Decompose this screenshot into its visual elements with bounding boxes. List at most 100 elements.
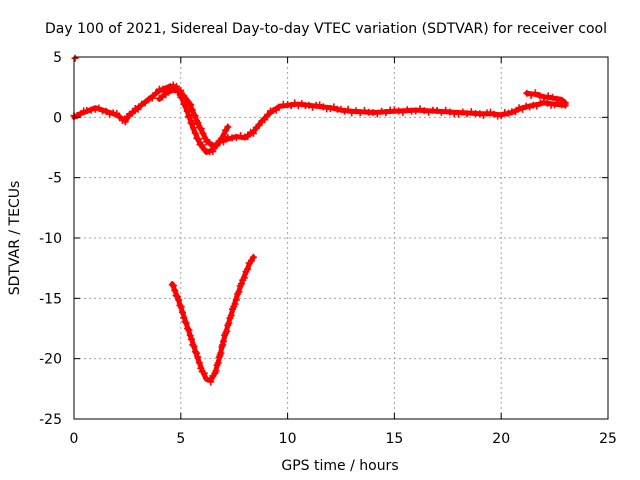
- data-point: [360, 106, 368, 114]
- data-point: [176, 301, 184, 309]
- data-point: [540, 94, 548, 102]
- data-point: [173, 293, 181, 301]
- data-point: [195, 359, 203, 367]
- data-point: [188, 106, 196, 114]
- data-point: [403, 106, 411, 114]
- x-tick-label: 0: [70, 431, 79, 447]
- data-point: [172, 292, 180, 300]
- data-point: [184, 325, 192, 333]
- x-tick-label: 5: [176, 431, 185, 447]
- data-point: [224, 123, 232, 131]
- data-point: [227, 312, 235, 320]
- y-axis-label: SDTVAR / TECUs: [7, 181, 23, 296]
- data-point: [348, 109, 356, 117]
- data-point: [184, 113, 192, 121]
- data-point: [194, 353, 202, 361]
- data-point: [190, 111, 198, 119]
- data-point: [344, 105, 352, 113]
- data-point: [232, 296, 240, 304]
- data-point: [237, 280, 245, 288]
- data-point: [186, 114, 194, 122]
- data-point: [467, 108, 475, 116]
- data-point: [531, 89, 539, 97]
- data-point: [206, 138, 214, 146]
- data-point: [194, 135, 202, 143]
- data-point: [177, 86, 185, 94]
- data-point: [330, 103, 338, 111]
- data-point: [247, 257, 255, 265]
- data-point: [341, 107, 349, 115]
- data-point: [189, 341, 197, 349]
- data-point: [548, 93, 556, 101]
- data-point: [145, 95, 153, 103]
- data-point: [352, 107, 360, 115]
- data-point: [220, 132, 228, 140]
- y-tick-label: -25: [39, 412, 62, 428]
- data-point: [536, 92, 544, 100]
- data-point: [197, 364, 205, 372]
- data-point: [185, 100, 193, 108]
- data-point: [287, 102, 295, 110]
- data-point: [183, 107, 191, 115]
- y-tick-label: -5: [48, 171, 62, 187]
- x-tick-label: 10: [279, 431, 297, 447]
- data-point: [141, 99, 149, 107]
- data-point: [551, 101, 559, 109]
- data-point: [116, 113, 124, 121]
- data-point: [162, 91, 170, 99]
- data-point: [433, 107, 441, 114]
- data-point: [182, 319, 190, 327]
- data-point: [244, 133, 252, 141]
- data-point: [180, 92, 188, 100]
- data-point: [533, 102, 541, 110]
- data-point: [264, 111, 272, 119]
- data-point: [134, 105, 142, 113]
- y-axis-ticks: -25 -20 -15 -10 -5 0 5: [39, 50, 608, 428]
- data-point: [261, 116, 269, 124]
- y-tick-label: -20: [39, 352, 62, 368]
- data-point: [487, 108, 495, 116]
- data-point: [73, 112, 81, 120]
- data-point: [337, 105, 345, 113]
- data-point: [187, 119, 195, 127]
- data-point: [198, 141, 206, 149]
- data-point: [185, 326, 193, 334]
- data-point: [102, 107, 110, 115]
- data-point: [71, 54, 79, 62]
- data-point: [497, 112, 505, 120]
- data-point: [479, 111, 487, 119]
- data-point: [298, 100, 306, 108]
- data-point: [138, 100, 146, 108]
- data-point: [186, 331, 194, 339]
- data-point: [235, 288, 243, 296]
- data-point: [171, 287, 179, 295]
- data-point: [519, 105, 527, 113]
- x-tick-label: 15: [385, 431, 403, 447]
- data-point: [446, 108, 454, 116]
- data-point: [249, 129, 257, 137]
- data-point: [356, 109, 364, 117]
- data-point: [561, 99, 569, 107]
- series-secondary-trace-2: [523, 89, 569, 107]
- data-point: [219, 341, 227, 349]
- data-point: [168, 281, 176, 289]
- data-point: [511, 108, 519, 116]
- data-point: [284, 100, 292, 108]
- data-point: [240, 274, 248, 282]
- data-point: [536, 99, 544, 107]
- data-point: [490, 110, 498, 118]
- chart-title: Day 100 of 2021, Sidereal Day-to-day VTE…: [45, 21, 607, 37]
- data-point: [128, 109, 136, 117]
- data-point: [191, 348, 199, 356]
- data-point: [232, 133, 240, 141]
- data-point: [193, 349, 201, 357]
- data-point: [523, 89, 531, 97]
- data-point: [220, 337, 228, 345]
- data-series: [70, 54, 569, 386]
- data-point: [515, 104, 523, 112]
- data-point: [543, 99, 551, 107]
- data-point: [504, 109, 512, 117]
- data-point: [191, 129, 199, 137]
- x-tick-label: 20: [492, 431, 510, 447]
